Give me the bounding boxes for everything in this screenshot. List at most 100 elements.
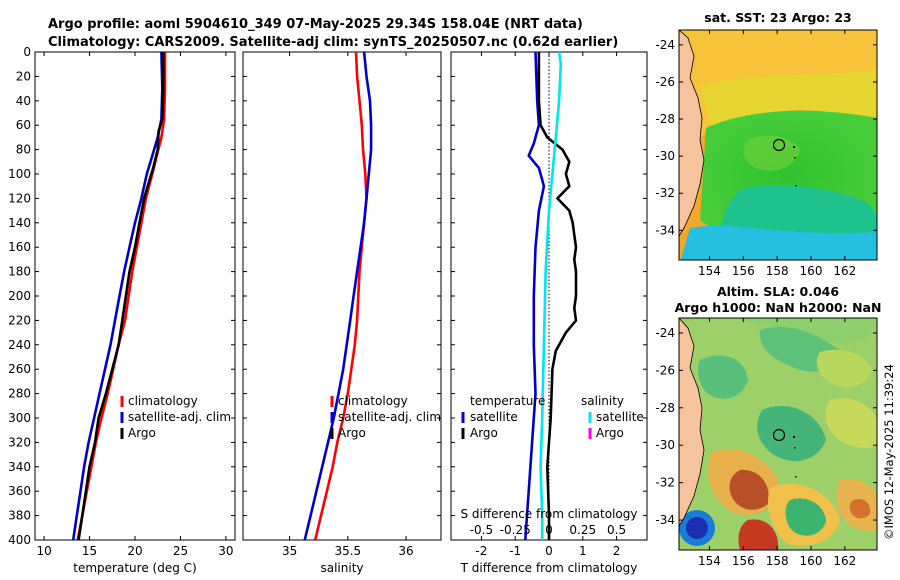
top-tick-label: 0.5 [607,523,626,537]
lat-tick-label: -26 [655,75,675,89]
x-tick-label: 30 [218,544,233,558]
figure-title-line2: Climatology: CARS2009. Satellite-adj cli… [48,35,618,50]
depth-tick-label: 80 [16,143,31,157]
x-tick-label: -1 [509,544,521,558]
depth-tick-label: 180 [8,265,31,279]
series-s-satellite [539,52,563,540]
salinity-axes [242,51,442,541]
lat-tick-label: -30 [655,438,675,452]
depth-tick-label: 260 [8,362,31,376]
x-tick-label: 35 [282,544,297,558]
depth-tick-label: 300 [8,411,31,425]
depth-tick-label: 340 [8,460,31,474]
depth-tick-label: 320 [8,435,31,449]
lat-tick-label: -26 [655,363,675,377]
difference-legend: temperature satellite Argo salinity sate… [461,394,644,440]
lon-tick-label: 158 [766,264,789,278]
x-tick-label: 35.5 [334,544,361,558]
coastline-land [679,318,705,527]
lon-tick-label: 156 [732,554,755,568]
legend-label-argo: Argo [338,426,366,440]
sla-map-title-line1: Altim. SLA: 0.046 [717,284,839,299]
difference-series [524,52,578,540]
depth-axis: 0 20 40 60 80 100 120 140 160 180 200 220 240 260 280 3… [8,45,647,547]
lat-tick-label: -34 [655,223,675,237]
top-tick-label: 0 [545,523,553,537]
salinity-series [303,52,373,540]
profile-dot [794,157,796,159]
top-tick-label: -0.25 [500,523,531,537]
temperature-series [71,52,167,540]
lon-tick-label: 154 [698,554,721,568]
depth-tick-label: 200 [8,289,31,303]
lat-tick-label: -30 [655,149,675,163]
depth-tick-label: 20 [16,69,31,83]
x-tick-label: 36 [398,544,413,558]
legend-label-s-argo: Argo [596,426,624,440]
depth-tick-label: 380 [8,509,31,523]
series-climatology [76,52,167,540]
top-tick-label: 0.25 [569,523,596,537]
lon-tick-label: 156 [732,264,755,278]
sla-map-title-line2: Argo h1000: NaN h2000: NaN [675,300,882,315]
legend-heading-salinity: salinity [581,394,624,408]
temperature-axes [34,51,236,541]
lat-tick-label: -32 [655,476,675,490]
depth-tick-label: 240 [8,338,31,352]
series-satellite-adj-clim [71,52,164,540]
lon-tick-label: 158 [766,554,789,568]
depth-tick-label: 0 [23,45,31,59]
depth-tick-label: 400 [8,533,31,547]
depth-tick-label: 360 [8,484,31,498]
profile-dot [795,185,797,187]
legend-label-t-argo: Argo [470,426,498,440]
imos-credit: ©IMOS 12-May-2025 11:39:24 [882,364,896,540]
salinity-xlabel: salinity [320,561,363,575]
salinity-x-axis: 35 35.5 36 [282,52,414,558]
salinity-difference-x-axis: -0.5 -0.25 0 0.25 0.5 [470,523,626,537]
series-t-satellite [524,52,546,540]
sla-map-frame [678,317,878,551]
lat-tick-label: -24 [655,326,675,340]
sla-map [679,318,877,550]
depth-tick-label: 140 [8,216,31,230]
x-tick-label: 10 [36,544,51,558]
legend-label-climatology: climatology [338,394,408,408]
x-tick-label: 25 [173,544,188,558]
profile-dot [794,447,796,449]
lon-tick-label: 154 [698,264,721,278]
legend-label-satellite: satellite-adj. clim [338,410,441,424]
legend-heading-temperature: temperature [470,394,545,408]
series-climatology [313,52,368,540]
depth-tick-label: 40 [16,94,31,108]
top-tick-label: -0.5 [470,523,493,537]
sla-map-axes: -24 -26 -28 -30 -32 -34 154 156 158 160 162 [655,318,877,568]
lon-tick-label: 162 [833,554,856,568]
depth-tick-label: 220 [8,313,31,327]
difference-axes [450,51,648,541]
sst-map-title: sat. SST: 23 Argo: 23 [704,10,851,25]
lat-tick-label: -34 [655,513,675,527]
x-tick-label: 2 [613,544,621,558]
lat-tick-label: -32 [655,186,675,200]
series-t-argo [537,52,578,540]
depth-tick-label: 100 [8,167,31,181]
depth-tick-label: 160 [8,240,31,254]
coastline-land [679,30,705,237]
sst-map-frame [678,29,878,261]
argo-float-marker [772,428,786,442]
series-satellite-adj-clim [303,52,373,540]
legend-label-s-satellite: satellite [596,410,644,424]
depth-tick-label: 120 [8,191,31,205]
profile-dot [793,436,795,438]
lat-tick-label: -24 [655,38,675,52]
x-tick-label: 0 [545,544,553,558]
lat-tick-label: -28 [655,401,675,415]
temperature-x-axis: 10 15 20 25 30 [36,52,234,558]
lat-tick-label: -28 [655,112,675,126]
profile-dot [795,476,797,478]
depth-tick-label: 60 [16,118,31,132]
figure-title-line1: Argo profile: aoml 5904610_349 07-May-20… [48,17,583,32]
series-argo [77,52,165,540]
